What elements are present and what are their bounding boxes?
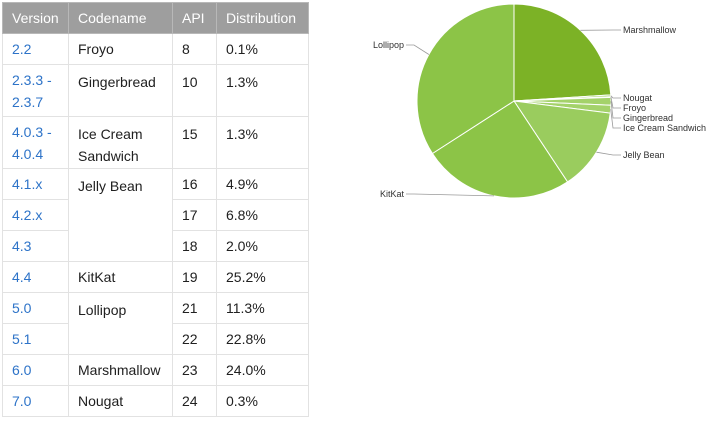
table-row: 2.2 Froyo 8 0.1% bbox=[2, 33, 309, 65]
codename-cell: Froyo bbox=[68, 33, 173, 65]
distribution-cell: 0.1% bbox=[216, 33, 309, 65]
api-cell: 21 bbox=[172, 292, 217, 324]
version-link[interactable]: 7.0 bbox=[2, 385, 69, 417]
pie-slice-kitkat bbox=[431, 100, 569, 199]
leader-line bbox=[610, 95, 621, 99]
table-row: 7.0 Nougat 24 0.3% bbox=[2, 385, 309, 417]
api-cell: 24 bbox=[172, 385, 217, 417]
api-cell: 23 bbox=[172, 354, 217, 386]
distribution-cell: 6.8% bbox=[216, 199, 309, 231]
codename-cell: Ice Cream Sandwich bbox=[68, 116, 173, 169]
distribution-cell: 25.2% bbox=[216, 261, 309, 293]
version-link[interactable]: 5.0 bbox=[2, 292, 69, 324]
api-cell: 18 bbox=[172, 230, 217, 262]
codename-cell: Marshmallow bbox=[68, 354, 173, 386]
pie-label: KitKat bbox=[380, 189, 405, 199]
pie-label: Nougat bbox=[623, 93, 653, 103]
pie-label: Lollipop bbox=[373, 40, 404, 50]
version-link[interactable]: 5.1 bbox=[2, 323, 69, 355]
distribution-cell: 24.0% bbox=[216, 354, 309, 386]
table-row: 4.4 KitKat 19 25.2% bbox=[2, 261, 309, 293]
api-cell: 8 bbox=[172, 33, 217, 65]
version-text[interactable]: 4.0.3 - 4.0.4 bbox=[12, 123, 52, 162]
codename-cell: Gingerbread bbox=[68, 64, 173, 117]
api-cell: 17 bbox=[172, 199, 217, 231]
api-cell: 10 bbox=[172, 64, 217, 117]
leader-line bbox=[610, 96, 621, 109]
version-link[interactable]: 4.0.3 - 4.0.4 bbox=[2, 116, 69, 169]
table-row: 4.2.x 17 6.8% bbox=[2, 199, 309, 231]
version-link[interactable]: 4.3 bbox=[2, 230, 69, 262]
header-api: API bbox=[172, 2, 217, 34]
distribution-cell: 1.3% bbox=[216, 64, 309, 117]
table-row: 5.1 22 22.8% bbox=[2, 323, 309, 355]
pie-label: Jelly Bean bbox=[623, 150, 665, 160]
table-row: 4.1.x Jelly Bean 16 4.9% bbox=[2, 168, 309, 262]
header-codename: Codename bbox=[68, 2, 173, 34]
leader-line bbox=[610, 101, 621, 119]
distribution-cell: 11.3% bbox=[216, 292, 309, 324]
leader-line bbox=[406, 193, 495, 197]
version-link[interactable]: 6.0 bbox=[2, 354, 69, 386]
header-distribution: Distribution bbox=[216, 2, 309, 34]
pie-label: Marshmallow bbox=[623, 25, 677, 35]
distribution-cell: 1.3% bbox=[216, 116, 309, 169]
version-text[interactable]: 2.3.3 - 2.3.7 bbox=[12, 71, 52, 110]
table-row: 5.0 Lollipop 21 11.3% bbox=[2, 292, 309, 355]
api-cell: 16 bbox=[172, 168, 217, 200]
version-link[interactable]: 2.2 bbox=[2, 33, 69, 65]
version-link[interactable]: 4.2.x bbox=[2, 199, 69, 231]
leader-line bbox=[406, 44, 430, 55]
header-version: Version bbox=[2, 2, 69, 34]
distribution-cell: 4.9% bbox=[216, 168, 309, 200]
distribution-cell: 0.3% bbox=[216, 385, 309, 417]
codename-cell: Nougat bbox=[68, 385, 173, 417]
pie-slices bbox=[416, 3, 612, 199]
table-row: 2.3.3 - 2.3.7 Gingerbread 10 1.3% bbox=[2, 64, 309, 117]
pie-slice-jelly-bean bbox=[512, 100, 611, 183]
version-link[interactable]: 2.3.3 - 2.3.7 bbox=[2, 64, 69, 117]
version-link[interactable]: 4.4 bbox=[2, 261, 69, 293]
pie-slice-marshmallow bbox=[513, 3, 612, 102]
table-row: 4.0.3 - 4.0.4 Ice Cream Sandwich 15 1.3% bbox=[2, 116, 309, 169]
version-link[interactable]: 4.1.x bbox=[2, 168, 69, 200]
api-cell: 22 bbox=[172, 323, 217, 355]
api-cell: 19 bbox=[172, 261, 217, 293]
pie-label: Gingerbread bbox=[623, 113, 673, 123]
pie-leaders bbox=[406, 29, 621, 197]
table-row: 4.3 18 2.0% bbox=[2, 230, 309, 262]
codename-cell: KitKat bbox=[68, 261, 173, 293]
leader-line bbox=[596, 151, 621, 156]
table-header-row: Version Codename API Distribution bbox=[2, 2, 309, 34]
codename-cell: Jelly Bean bbox=[68, 168, 173, 262]
distribution-cell: 22.8% bbox=[216, 323, 309, 355]
codename-cell: Lollipop bbox=[68, 292, 173, 355]
api-cell: 15 bbox=[172, 116, 217, 169]
table-row: 6.0 Marshmallow 23 24.0% bbox=[2, 354, 309, 386]
distribution-table: Version Codename API Distribution 2.2 Fr… bbox=[2, 2, 309, 417]
leader-line bbox=[610, 109, 621, 129]
pie-label: Froyo bbox=[623, 103, 646, 113]
distribution-cell: 2.0% bbox=[216, 230, 309, 262]
pie-label: Ice Cream Sandwich bbox=[623, 123, 706, 133]
